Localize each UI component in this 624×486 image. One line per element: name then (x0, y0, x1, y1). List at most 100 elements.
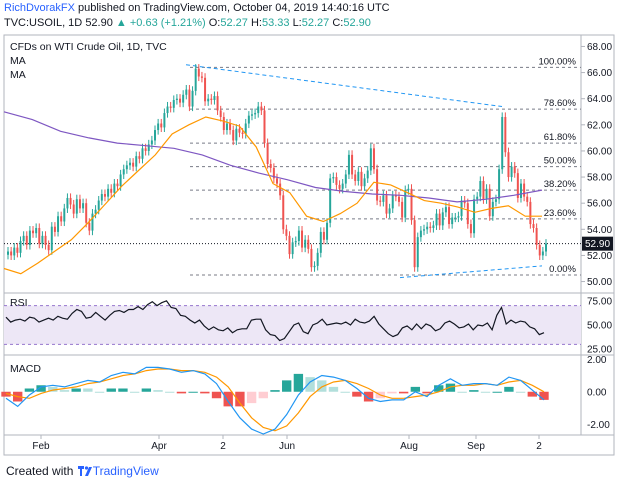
macd-histogram-bar (200, 391, 210, 394)
candle-body (125, 165, 128, 170)
candle-body (110, 188, 113, 193)
candle-body (28, 230, 31, 245)
candle-body (466, 203, 469, 225)
candle-body (197, 68, 200, 77)
candle-body (191, 90, 194, 107)
last-price-tag-label: 52.90 (585, 239, 610, 250)
candle-body (269, 164, 272, 168)
candle-body (294, 241, 297, 243)
created-with-text: Created with (6, 464, 74, 478)
candle-body (369, 148, 372, 171)
candle-body (535, 228, 538, 245)
candle-body (88, 222, 91, 231)
candle-body (513, 166, 516, 174)
candle-body (147, 144, 150, 151)
price-tick-label: 66.00 (587, 68, 612, 79)
candle-body (438, 213, 441, 226)
footer: Created with TradingView (6, 464, 159, 478)
candle-body (432, 225, 435, 228)
fib-level-label: 50.00% (544, 156, 577, 167)
candle-body (185, 89, 188, 95)
time-tick-label: 2 (536, 441, 542, 452)
candle-body (473, 199, 476, 234)
candle-body (19, 241, 22, 253)
candle-body (229, 123, 232, 131)
open-value: 52.27 (220, 17, 248, 29)
candle-body (154, 130, 157, 141)
macd-histogram-bar (539, 391, 549, 400)
candle-body (316, 252, 319, 266)
macd-signal-line (5, 368, 545, 432)
candle-body (213, 96, 216, 100)
candle-body (188, 89, 191, 107)
macd-histogram-bar (246, 391, 257, 404)
close-label: C: (332, 17, 344, 29)
macd-histogram-bar (469, 390, 479, 392)
macd-histogram-bar (141, 388, 152, 392)
rsi-label: RSI (10, 297, 28, 309)
candle-body (150, 140, 153, 145)
candle-body (60, 216, 63, 222)
macd-histogram-bar (1, 391, 11, 397)
candle-body (366, 170, 369, 179)
macd-tick-label: 2.00 (587, 355, 607, 366)
candle-body (32, 230, 35, 234)
macd-histogram-bar (188, 391, 198, 393)
candle-body (72, 204, 75, 214)
candle-body (313, 265, 316, 268)
candle-body (510, 166, 513, 178)
candle-body (78, 199, 81, 209)
candle-body (103, 194, 106, 197)
price-tick-label: 52.00 (587, 251, 612, 262)
candle-body (491, 201, 494, 217)
candle-body (119, 174, 122, 187)
macd-line (5, 366, 545, 435)
low-value: 52.27 (301, 17, 330, 29)
candle-body (194, 68, 197, 91)
publish-header: RichDvorakFX published on TradingView.co… (4, 2, 390, 14)
candle-body (448, 207, 451, 225)
candle-body (504, 116, 507, 153)
candle-body (469, 224, 472, 234)
candle-body (523, 183, 526, 197)
candle-body (266, 143, 269, 164)
candle-body (247, 115, 250, 124)
macd-histogram-bar (48, 386, 58, 392)
candle-body (429, 226, 432, 228)
time-tick-label: 2 (220, 441, 226, 452)
candle-body (426, 226, 429, 230)
time-tick-label: Sep (467, 441, 485, 452)
macd-histogram-bar (83, 388, 93, 392)
candle-body (454, 217, 457, 219)
candle-body (22, 235, 25, 242)
author-link[interactable]: RichDvorakFX (4, 2, 75, 14)
macd-histogram-bar (363, 391, 374, 402)
macd-histogram-bar (457, 391, 467, 393)
candle-body (57, 216, 60, 232)
macd-histogram-bar (387, 391, 397, 394)
tradingview-link[interactable]: TradingView (92, 464, 159, 478)
candle-body (304, 239, 307, 248)
macd-histogram-bar (504, 386, 514, 392)
candle-body (382, 195, 385, 202)
candle-body (122, 169, 125, 175)
macd-histogram-bar (422, 391, 432, 394)
candle-body (276, 178, 278, 184)
quote-line: TVC:USOIL, 1D 52.90 ▲ +0.63 (+1.21%) O:5… (4, 17, 371, 29)
price-tick-label: 54.00 (587, 225, 612, 236)
candle-body (25, 235, 28, 245)
macd-histogram-bar (445, 383, 456, 392)
price-tick-label: 58.00 (587, 173, 612, 184)
candle-body (82, 203, 85, 209)
candle-body (210, 98, 213, 100)
macd-histogram-bar (398, 391, 409, 394)
candle-body (97, 200, 100, 210)
candle-body (488, 188, 491, 217)
macd-histogram-bar (211, 391, 222, 399)
macd-histogram-bar (153, 390, 163, 392)
candle-body (160, 123, 163, 128)
candle-body (416, 237, 419, 268)
macd-histogram-bar (94, 391, 105, 393)
candle-body (485, 188, 488, 200)
candle-body (219, 110, 222, 117)
